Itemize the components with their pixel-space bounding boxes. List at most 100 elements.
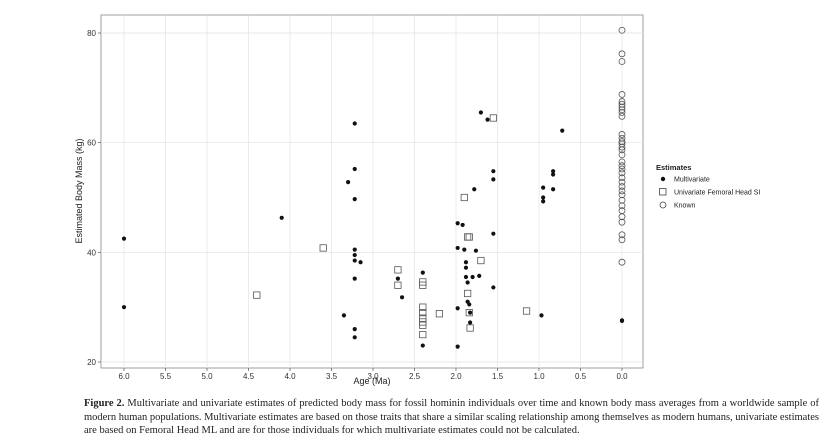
data-point-known [618,138,626,145]
data-point-known [618,196,626,204]
data-point-multivariate [121,305,127,310]
data-point-multivariate [472,187,477,192]
data-point-univariate [522,307,531,315]
x-tick-label: 0.5 [575,372,587,381]
x-axis-ticks: 6.0 5.5 5.0 4.5 4.0 3.5 3.0 2.5 2.0 1.5 1.0 0.5 0.0 [118,368,628,381]
data-point-univariate [489,114,497,122]
data-point-multivariate [358,260,363,265]
caption-label: Figure 2. [84,398,125,409]
data-point-known [618,91,626,98]
x-tick-label: 5.0 [201,372,213,381]
legend-marker-known [659,201,667,209]
data-point-multivariate [341,313,347,318]
data-point-known [618,174,626,182]
data-point-multivariate [473,248,479,253]
data-point-known [618,103,626,111]
data-point-multivariate [352,121,357,126]
data-point-multivariate [455,245,460,251]
data-point-multivariate [455,221,460,226]
data-point-known [618,131,626,138]
data-point-univariate [465,309,473,317]
data-point-multivariate [352,252,357,258]
figure-caption: Figure 2. Multivariate and univariate es… [84,397,819,438]
x-tick-label: 4.0 [284,372,296,381]
data-point-multivariate [491,177,496,182]
data-point-multivariate [619,318,625,323]
data-points [121,26,626,349]
legend: Estimates Multivariate Univariate Femora… [656,163,760,210]
data-point-univariate [419,314,427,322]
data-point-multivariate [541,199,546,204]
data-point-multivariate [491,231,496,236]
data-point-multivariate [462,247,467,252]
data-point-known [618,169,626,177]
data-point-multivariate [352,335,357,340]
data-point-known [618,146,626,154]
legend-label-known: Known [674,203,696,210]
data-point-multivariate [539,313,544,318]
x-tick-label: 3.5 [326,372,338,381]
legend-item-univariate: Univariate Femoral Head SI [659,188,760,197]
data-point-multivariate [467,302,472,307]
data-point-known [618,207,626,215]
legend-marker-multivariate [660,176,666,182]
legend-item-known: Known [659,201,696,210]
data-point-known [618,100,626,108]
series-univariate-femoral-head-si [253,114,531,339]
data-point-multivariate [346,180,351,185]
data-point-multivariate [478,110,483,115]
data-point-univariate [419,278,427,286]
data-point-multivariate [352,247,357,252]
data-point-multivariate [395,276,400,281]
legend-item-multivariate: Multivariate [660,176,710,184]
x-tick-label: 5.5 [160,372,172,381]
data-point-multivariate [460,222,465,228]
data-point-multivariate [470,274,475,280]
x-axis-title: Age (Ma) [353,376,390,386]
data-point-multivariate [485,117,490,122]
x-tick-label: 1.5 [492,372,504,381]
legend-title: Estimates [656,163,691,172]
data-point-known [618,191,626,199]
data-point-known [618,236,626,244]
data-point-univariate [394,281,402,289]
data-point-known [618,202,626,210]
data-point-multivariate [477,273,482,279]
y-tick-label: 20 [87,358,96,367]
data-point-univariate [435,310,444,318]
data-point-univariate [477,256,485,265]
legend-label-univariate: Univariate Femoral Head SI [674,190,760,197]
data-point-univariate [419,330,427,339]
series-multivariate [121,110,625,349]
data-point-known [618,50,626,58]
caption-text: Multivariate and univariate estimates of… [84,398,819,436]
data-point-univariate [460,193,468,202]
data-point-known [618,106,626,114]
data-point-univariate [253,291,261,299]
data-point-known [618,183,626,190]
data-point-multivariate [352,166,357,172]
data-point-multivariate [551,169,556,174]
legend-label-multivariate: Multivariate [674,177,710,184]
data-point-univariate [419,321,427,329]
x-tick-label: 6.0 [118,372,130,381]
y-axis-ticks: 20 40 60 80 [87,29,101,367]
data-point-multivariate [465,280,470,285]
data-point-multivariate [560,128,565,133]
data-point-multivariate [352,258,357,263]
data-point-multivariate [420,270,425,275]
data-point-multivariate [468,320,473,325]
data-point-univariate [466,324,474,332]
legend-marker-univariate [659,188,667,196]
series-known [618,26,626,266]
data-point-known [618,112,626,120]
y-axis-title: Estimated Body Mass (kg) [74,138,84,243]
data-point-multivariate [399,295,405,300]
x-tick-label: 1.0 [533,372,545,381]
x-tick-label: 2.5 [409,372,421,381]
data-point-univariate [419,309,427,317]
data-point-known [618,158,626,166]
data-point-multivariate [121,236,127,241]
data-point-univariate [419,303,427,311]
